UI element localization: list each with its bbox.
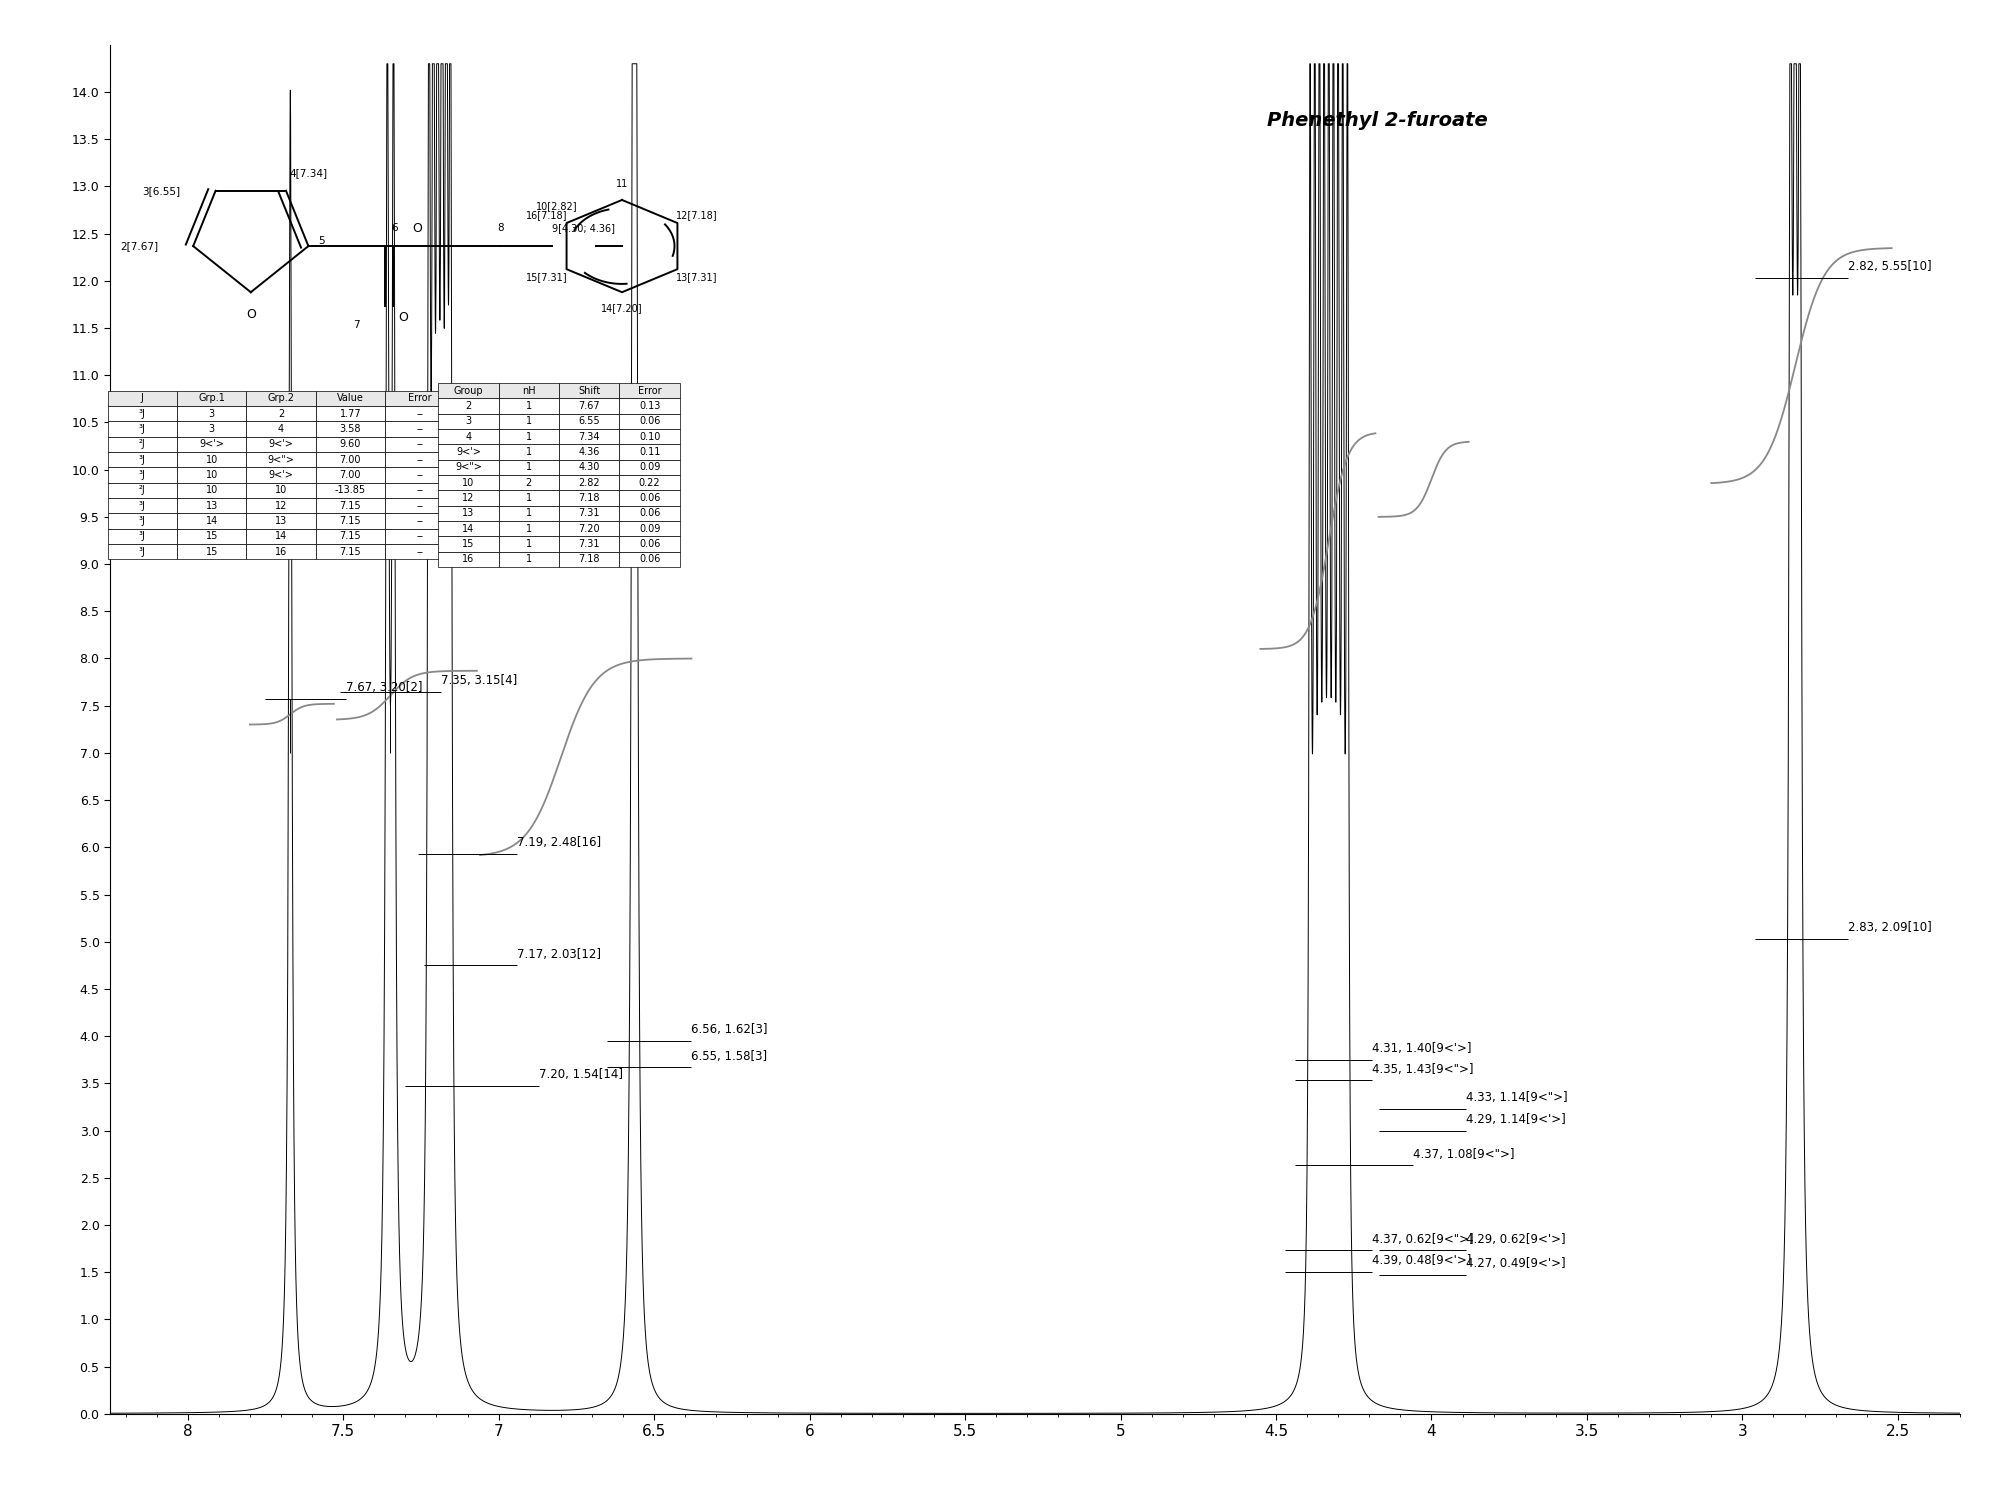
Text: 7.20, 1.54[14]: 7.20, 1.54[14] [540, 1068, 624, 1082]
Text: Phenethyl 2-furoate: Phenethyl 2-furoate [1266, 111, 1488, 130]
Text: 3[6.55]: 3[6.55] [142, 186, 180, 196]
Text: 4.29, 0.62[9<'>]: 4.29, 0.62[9<'>] [1466, 1233, 1566, 1246]
Text: 4.27, 0.49[9<'>]: 4.27, 0.49[9<'>] [1466, 1257, 1566, 1270]
Text: 10[2.82]: 10[2.82] [536, 202, 578, 211]
Text: 5: 5 [318, 236, 324, 247]
Text: 15[7.31]: 15[7.31] [526, 272, 568, 283]
Text: O: O [398, 311, 408, 323]
Text: O: O [412, 221, 422, 235]
Text: 12[7.18]: 12[7.18] [676, 209, 718, 220]
Text: 7.19, 2.48[16]: 7.19, 2.48[16] [518, 836, 602, 850]
Text: 4.33, 1.14[9<">]: 4.33, 1.14[9<">] [1466, 1091, 1568, 1104]
Text: 4[7.34]: 4[7.34] [290, 168, 328, 178]
Text: 16[7.18]: 16[7.18] [526, 209, 568, 220]
Text: 4.29, 1.14[9<'>]: 4.29, 1.14[9<'>] [1466, 1113, 1566, 1126]
Text: 6.55, 1.58[3]: 6.55, 1.58[3] [692, 1050, 768, 1062]
Text: 14[7.20]: 14[7.20] [602, 304, 642, 313]
Text: 6.56, 1.62[3]: 6.56, 1.62[3] [692, 1023, 768, 1037]
Text: 2.83, 2.09[10]: 2.83, 2.09[10] [1848, 922, 1932, 934]
Text: 11: 11 [616, 180, 628, 188]
Text: 7.17, 2.03[12]: 7.17, 2.03[12] [518, 947, 602, 960]
Text: 2[7.67]: 2[7.67] [120, 241, 158, 251]
Text: 8: 8 [498, 223, 504, 233]
Text: 13[7.31]: 13[7.31] [676, 272, 718, 283]
Text: 2.82, 5.55[10]: 2.82, 5.55[10] [1848, 260, 1932, 274]
Text: 4.37, 1.08[9<">]: 4.37, 1.08[9<">] [1412, 1147, 1514, 1161]
Text: 7.35, 3.15[4]: 7.35, 3.15[4] [442, 673, 518, 687]
Text: 7.67, 3.20[2]: 7.67, 3.20[2] [346, 681, 422, 694]
Text: 4.39, 0.48[9<'>]: 4.39, 0.48[9<'>] [1372, 1254, 1472, 1267]
Text: 7: 7 [354, 320, 360, 331]
Text: 4.37, 0.62[9<">]: 4.37, 0.62[9<">] [1372, 1233, 1474, 1246]
Text: 6: 6 [392, 223, 398, 233]
Text: 4.35, 1.43[9<">]: 4.35, 1.43[9<">] [1372, 1062, 1474, 1076]
Text: 4.31, 1.40[9<'>]: 4.31, 1.40[9<'>] [1372, 1043, 1472, 1055]
Text: O: O [246, 308, 256, 322]
Text: 9[4.30; 4.36]: 9[4.30; 4.36] [552, 223, 614, 233]
